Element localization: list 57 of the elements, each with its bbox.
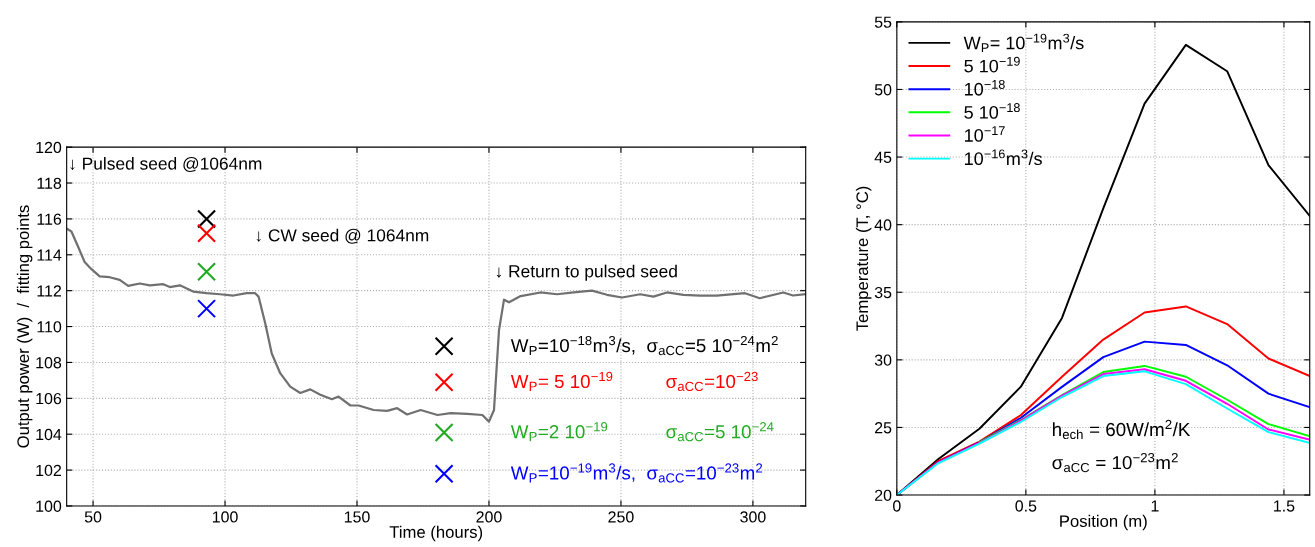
text: W$_{P}$=10$^{−18}$m$^{3}$/s, σ$_{aCC}$=5 10$^{−24}$m$^{2}$	[510, 335, 778, 356]
x-tick-label: 0.5	[1015, 500, 1037, 512]
annotation: σ$_{aCC}$ = 10$^{−23}$m$^{2}$	[1052, 452, 1178, 473]
y-tick-label: 104	[36, 428, 62, 441]
line-series	[66, 227, 806, 423]
annotation: ↓ Return to pulsed seed	[496, 264, 677, 281]
y-tick-label: 108	[36, 357, 62, 369]
legend-label: 5 10$^{−18}$	[964, 103, 1020, 119]
point	[434, 372, 454, 392]
y-tick-label: 20	[875, 489, 892, 501]
y-tick-label: 40	[874, 219, 892, 231]
y-tick-label: 30	[874, 354, 892, 366]
legend-label: W$_{P}$= 10$^{−19}$m$^{3}$/s	[963, 33, 1084, 53]
point	[197, 209, 217, 229]
annotation: ↓ CW seed @ 1064nm	[256, 228, 429, 244]
point	[197, 223, 217, 243]
point	[434, 464, 454, 484]
legend-label: 5 10$^{−19}$	[964, 56, 1020, 73]
text: W$_{P}$=2 10$^{−19}$ σ$_{aCC}$=5 10$^{−24}$	[510, 422, 774, 442]
x-tick-label: 300	[740, 511, 766, 523]
y-tick-label: 50	[874, 84, 892, 96]
y-tick-label: 25	[875, 422, 892, 434]
x-axis-title: Time (hours)	[389, 525, 483, 542]
y-tick-label: 102	[36, 464, 62, 477]
x-tick-label: 250	[608, 511, 634, 523]
text: W$_{P}$= 5 10$^{−19}$ σ$_{aCC}$=10$^{−23}$	[510, 371, 758, 392]
x-tick-label: 150	[344, 511, 370, 523]
y-tick-label: 35	[874, 286, 892, 299]
y-tick-label: 55	[874, 16, 892, 28]
y-tick-label: 112	[37, 285, 62, 297]
line-series	[978, 364, 1310, 444]
y-axis-title: Output power (W) / fitting points	[16, 205, 33, 448]
x-tick-label: 50	[84, 511, 102, 523]
y-tick-label: 110	[37, 321, 62, 333]
x-tick-label: 1	[1151, 500, 1159, 512]
text: W$_{P}$=10$^{−19}$m$^{3}$/s, σ$_{aCC}$=10$^{−23}$m$^{2}$	[510, 463, 763, 483]
legend-label: 10$^{−17}$	[965, 126, 1005, 142]
x-tick-label: 1.5	[1274, 500, 1295, 512]
y-axis-title: Temperature (T, °C)	[855, 186, 872, 331]
y-tick-label: 45	[874, 151, 892, 164]
y-tick-label: 118	[37, 177, 62, 189]
annotation: ↓ Pulsed seed @1064nm	[70, 156, 262, 172]
y-tick-label: 116	[37, 213, 62, 225]
legend-label: 10$^{−16}$m$^{3}$/s	[965, 149, 1042, 166]
x-axis-title: Position (m)	[1060, 514, 1147, 531]
y-tick-label: 120	[36, 141, 62, 154]
x-tick-label: 200	[476, 511, 502, 523]
point	[434, 336, 454, 356]
y-tick-label: 114	[37, 249, 62, 261]
x-tick-label: 0	[893, 500, 901, 512]
x-tick-label: 100	[212, 511, 238, 523]
point	[197, 262, 217, 282]
point	[434, 422, 454, 442]
legend-label: 10$^{−18}$	[965, 79, 1005, 96]
point	[197, 299, 217, 319]
annotation: h$_{ech}$ = 60W/m$^{2}$/K	[1052, 419, 1191, 440]
y-tick-label: 106	[36, 392, 62, 405]
